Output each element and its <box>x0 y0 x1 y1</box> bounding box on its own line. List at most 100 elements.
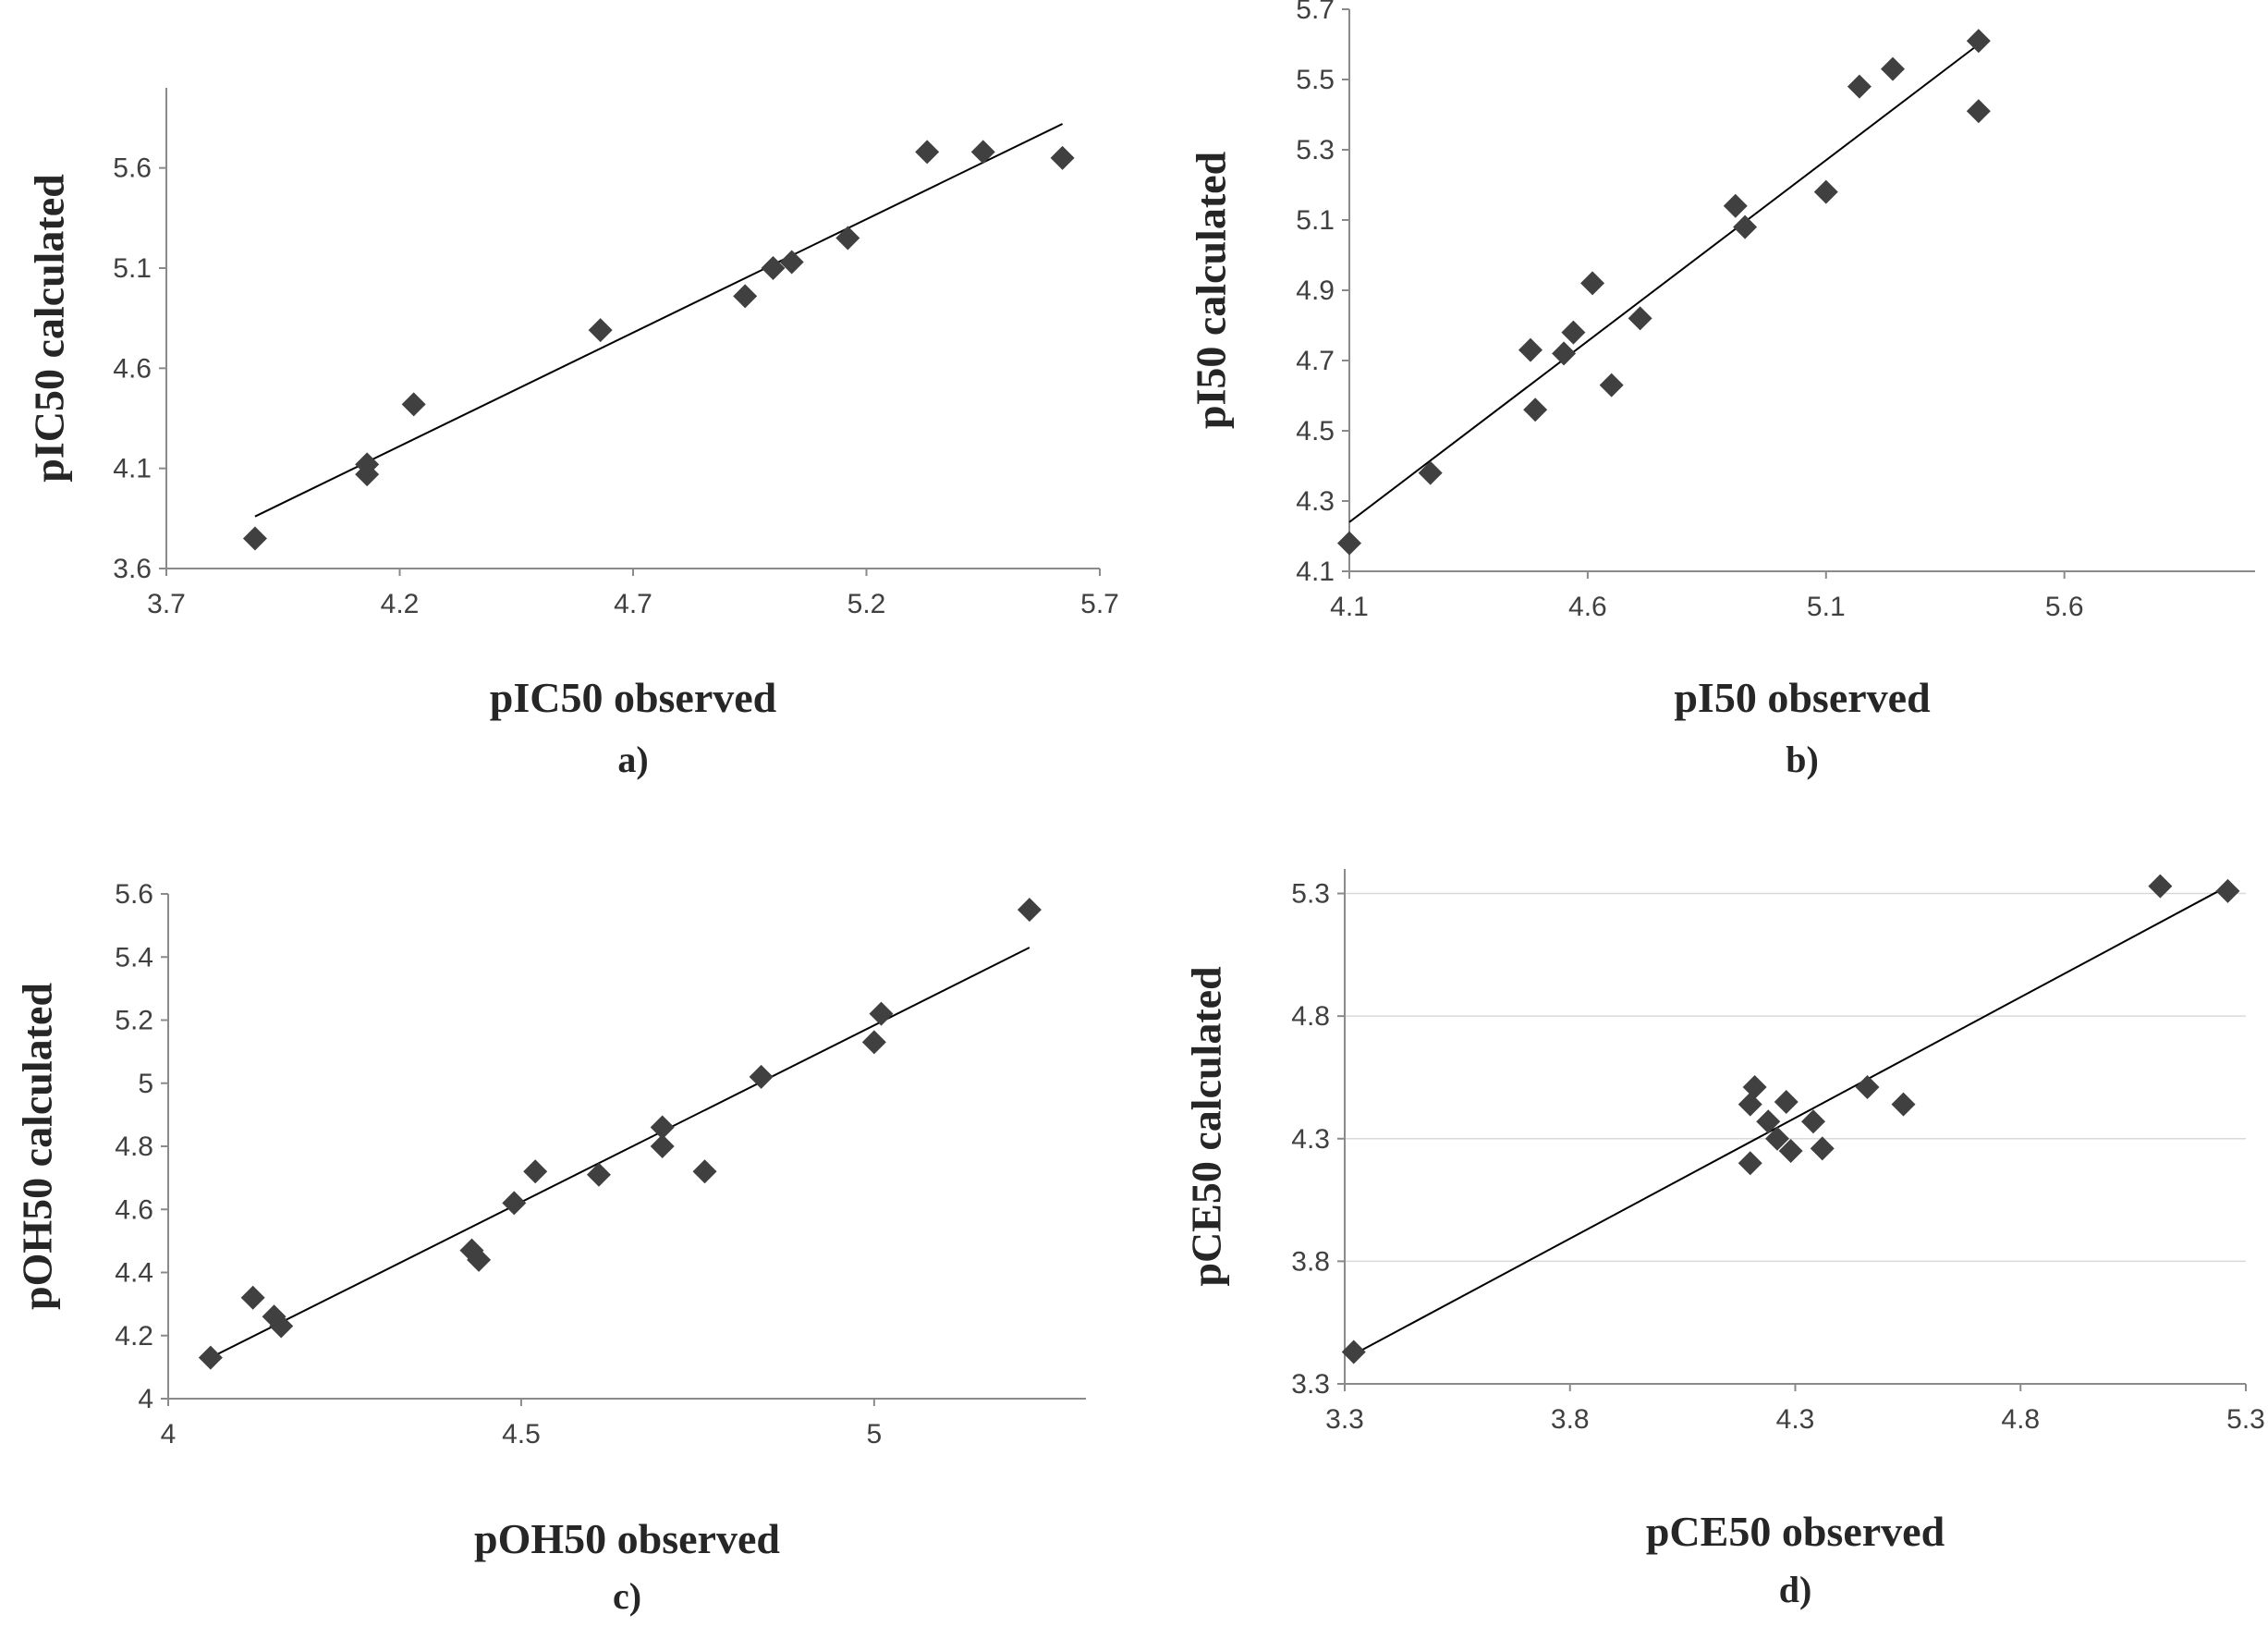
y-axis-title: pOH50 calculated <box>14 983 61 1310</box>
x-tick-label: 4.1 <box>1330 592 1369 622</box>
x-tick-label: 4.5 <box>502 1419 541 1450</box>
data-point <box>1778 1139 1803 1164</box>
data-point <box>733 284 758 309</box>
data-point <box>467 1247 492 1272</box>
data-point <box>1561 320 1586 345</box>
y-tick-label: 5.3 <box>1296 135 1335 165</box>
data-point <box>240 1285 265 1310</box>
y-tick-label: 4.1 <box>113 454 152 484</box>
x-tick-label: 4.3 <box>1776 1404 1815 1435</box>
data-point <box>861 1030 886 1055</box>
data-point <box>749 1064 774 1089</box>
y-tick-label: 4.1 <box>1296 557 1335 587</box>
x-tick-label: 3.8 <box>1551 1404 1590 1435</box>
data-point <box>1966 99 1991 124</box>
data-point <box>1774 1089 1799 1114</box>
x-axis-title: pI50 observed <box>1674 674 1931 721</box>
y-tick-label: 5.2 <box>115 1006 153 1036</box>
data-point <box>1847 74 1872 99</box>
data-point <box>1733 214 1758 239</box>
y-tick-label: 5.3 <box>1291 879 1330 910</box>
y-tick-label: 5.5 <box>1296 65 1335 95</box>
x-tick-label: 4 <box>161 1419 177 1450</box>
x-tick-label: 3.3 <box>1325 1404 1364 1435</box>
data-point <box>869 1001 894 1026</box>
data-point <box>586 1162 611 1187</box>
data-point <box>970 140 995 165</box>
y-axis-title: pIC50 calculated <box>26 174 73 483</box>
data-point <box>1810 1136 1835 1161</box>
data-point <box>1891 1092 1916 1117</box>
x-tick-label: 4.6 <box>1568 592 1607 622</box>
chart-panel-a: 3.6 4.1 4.6 5.1 5.6 3.7 4.2 4.7 5.2 5.7 pIC50 obs… <box>26 88 1119 780</box>
y-tick-label: 4.8 <box>115 1132 153 1162</box>
trendline <box>210 947 1030 1359</box>
data-point <box>1765 1126 1789 1151</box>
data-point <box>650 1115 675 1140</box>
x-tick-label: 5.6 <box>2045 592 2084 622</box>
x-tick-label: 5 <box>867 1419 883 1450</box>
data-point <box>1580 271 1605 296</box>
trendline <box>254 123 1064 518</box>
data-point <box>1341 1340 1366 1364</box>
x-tick-label: 5.2 <box>847 589 886 619</box>
y-tick-label: 3.8 <box>1291 1246 1330 1277</box>
y-tick-label: 4.6 <box>113 353 152 384</box>
data-point <box>2148 874 2173 899</box>
data-point <box>1881 56 1905 81</box>
y-tick-label: 5.7 <box>1296 0 1335 25</box>
x-axis-title: pOH50 observed <box>474 1515 780 1562</box>
data-point <box>692 1159 717 1184</box>
y-axis-title: pI50 calculated <box>1188 151 1235 429</box>
data-point <box>1723 193 1748 218</box>
x-tick-label: 5.3 <box>2226 1404 2265 1435</box>
chart-panel-d: 3.3 3.8 4.3 4.8 5.3 3.3 3.8 4.3 4.8 5.3 pCE50 obs… <box>1183 869 2265 1610</box>
y-tick-label: 4 <box>138 1384 153 1414</box>
data-point <box>269 1314 294 1339</box>
data-point <box>1337 531 1361 556</box>
y-tick-label: 3.6 <box>113 554 152 584</box>
y-tick-label: 5.4 <box>115 942 153 973</box>
y-axis-title: pCE50 calculated <box>1183 966 1230 1287</box>
data-point <box>198 1345 223 1370</box>
x-tick-label: 3.7 <box>147 589 186 619</box>
data-point <box>1518 337 1542 362</box>
data-point <box>761 256 786 280</box>
data-point <box>2215 878 2240 903</box>
chart-panel-b: 4.14.34.54.74.95.15.35.55.74.1 4.6 5.1 5.6 … <box>1188 0 2255 780</box>
data-point <box>355 462 380 487</box>
data-point <box>1855 1075 1880 1100</box>
y-tick-label: 5.6 <box>115 879 153 910</box>
data-point <box>1599 373 1624 398</box>
data-point <box>1742 1075 1767 1100</box>
trendline <box>1348 43 1980 523</box>
panel-label: c) <box>613 1575 641 1617</box>
data-point <box>523 1159 548 1184</box>
panel-label: a) <box>617 739 648 780</box>
data-point <box>1523 398 1548 422</box>
y-tick-label: 4.2 <box>115 1321 153 1352</box>
data-point <box>1050 145 1075 170</box>
data-point <box>401 392 426 417</box>
data-point <box>1738 1151 1762 1176</box>
y-tick-label: 4.8 <box>1291 1001 1330 1032</box>
data-point <box>502 1191 527 1216</box>
data-point <box>1738 1092 1762 1117</box>
y-tick-label: 3.3 <box>1291 1369 1330 1400</box>
y-tick-label: 4.4 <box>115 1258 153 1289</box>
y-tick-label: 5.6 <box>113 153 152 184</box>
y-tick-label: 4.9 <box>1296 275 1335 306</box>
x-axis-title: pIC50 observed <box>490 674 777 721</box>
data-point <box>1628 306 1652 331</box>
data-point <box>1418 460 1443 485</box>
data-point <box>1813 179 1838 204</box>
data-point <box>1966 29 1991 54</box>
chart-panel-c: 4 4.2 4.4 4.6 4.8 5 5.2 5.4 5.6 4 4.5 5 pOH50 obser… <box>14 879 1086 1617</box>
data-point <box>1756 1109 1781 1134</box>
data-point <box>1801 1109 1825 1134</box>
y-tick-label: 5.1 <box>1296 205 1335 236</box>
data-point <box>779 250 804 275</box>
panel-label: b) <box>1786 739 1819 780</box>
trendline <box>1353 885 2228 1356</box>
data-point <box>588 318 613 343</box>
